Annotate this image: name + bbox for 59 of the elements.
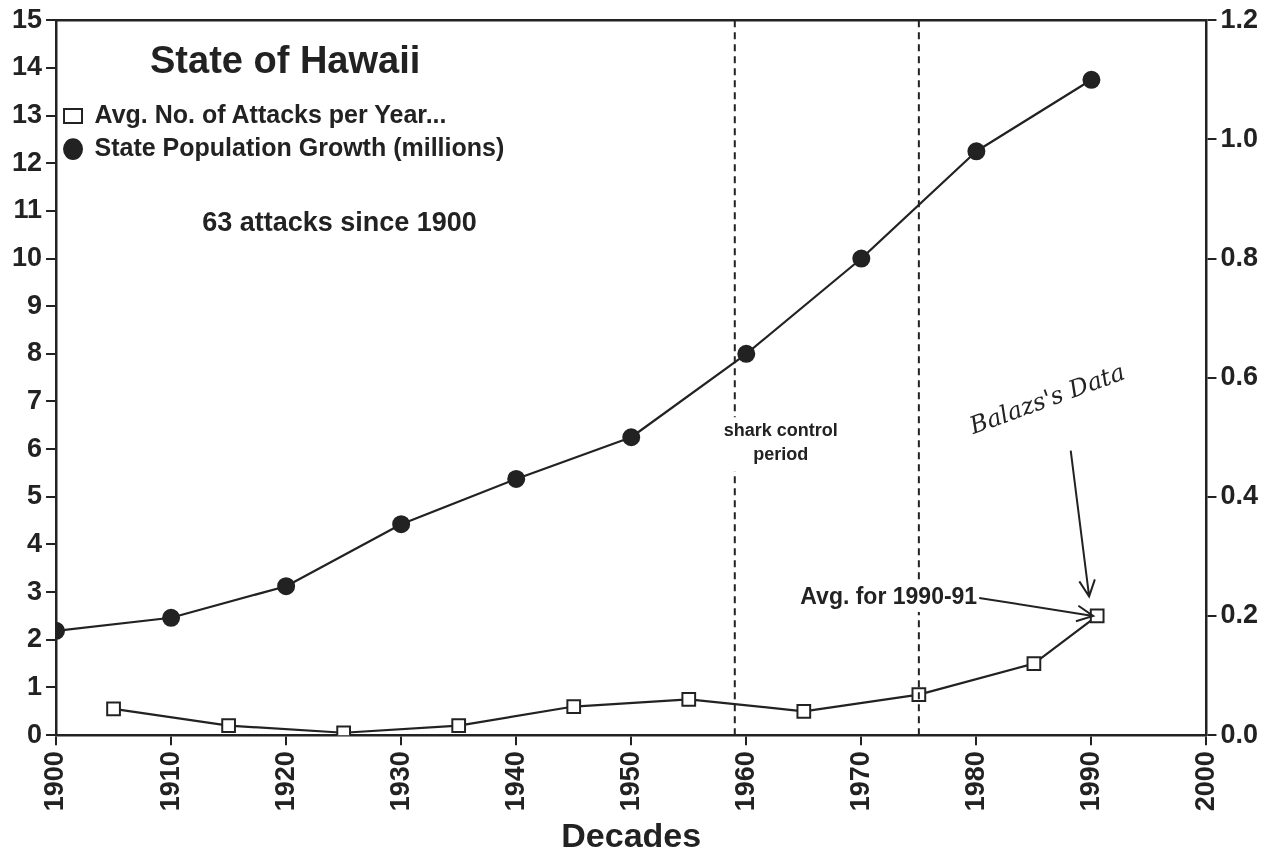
x-tick-label: 1990	[1074, 751, 1105, 812]
y-tick-label: 15	[11, 3, 43, 34]
point	[106, 701, 121, 717]
y-tick-label: 4	[27, 527, 43, 558]
annotation: shark control period	[723, 420, 838, 465]
x-tick-label: 1940	[499, 751, 530, 812]
legend-label: State Population Growth (millions)	[94, 132, 505, 161]
point	[911, 687, 927, 702]
x-tick-label: 1960	[729, 751, 760, 812]
point	[507, 469, 526, 488]
point	[221, 718, 236, 733]
point	[796, 703, 812, 719]
y-tick-label: 3	[27, 575, 43, 606]
x-tick-label: 1950	[614, 751, 645, 812]
point	[737, 344, 756, 363]
annotation: Avg. for 1990-91	[800, 583, 978, 610]
y2-tick-label: 0.4	[1220, 480, 1259, 511]
y-tick-label: 10	[11, 241, 43, 272]
y-tick-label: 11	[13, 194, 43, 225]
y-tick-label: 1	[27, 670, 43, 701]
point	[566, 699, 582, 714]
point	[852, 249, 871, 268]
x-tick-label: 1920	[269, 751, 300, 812]
y2-tick-label: 0.0	[1220, 718, 1259, 749]
point	[1026, 656, 1042, 672]
x-axis-title: Decades	[561, 815, 702, 854]
point	[451, 718, 467, 733]
y-tick-label: 9	[27, 289, 43, 320]
y2-tick-label: 0.2	[1220, 599, 1259, 630]
y-tick-label: 14	[11, 51, 43, 82]
point	[1089, 608, 1105, 624]
x-tick-label: 1930	[384, 751, 415, 812]
y-tick-label: 12	[11, 146, 43, 177]
y2-tick-label: 1.0	[1220, 122, 1259, 153]
point	[277, 577, 296, 596]
x-tick-label: 1900	[39, 751, 70, 812]
text: State of Hawaii	[149, 39, 421, 82]
point	[392, 515, 411, 534]
legend-label: Avg. No. of Attacks per Year...	[94, 99, 447, 128]
point	[1082, 70, 1101, 89]
x-tick-label: 1980	[959, 751, 990, 812]
y-tick-label: 8	[27, 337, 43, 368]
point	[681, 692, 697, 707]
x-tick-label: 1970	[844, 751, 875, 812]
x-tick-label: 2000	[1189, 751, 1220, 812]
point	[162, 608, 181, 627]
point	[622, 428, 641, 447]
y-tick-label: 5	[27, 480, 43, 511]
y-tick-label: 6	[27, 432, 43, 463]
y2-tick-label: 0.8	[1220, 241, 1259, 272]
y2-tick-label: 0.6	[1220, 361, 1259, 392]
y-tick-label: 13	[11, 98, 43, 129]
y-tick-label: 7	[27, 384, 43, 415]
y-tick-label: 2	[27, 623, 43, 654]
y-tick-label: 0	[27, 718, 43, 749]
annotation: 63 attacks since 1900	[202, 207, 477, 238]
y2-tick-label: 1.2	[1220, 3, 1259, 34]
x-tick-label: 1910	[154, 751, 185, 812]
point	[967, 142, 986, 161]
